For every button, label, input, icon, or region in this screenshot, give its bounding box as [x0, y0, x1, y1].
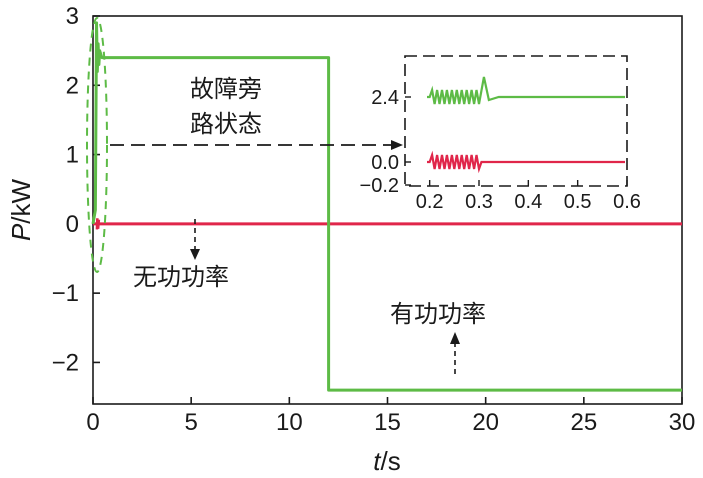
inset-y-tick-label: 0.0: [371, 152, 399, 174]
x-tick-label: 20: [472, 409, 499, 436]
x-tick-label: 30: [669, 409, 696, 436]
inset-x-tick-label: 0.3: [465, 191, 493, 213]
active-power-label: 有功功率: [390, 300, 486, 328]
main-series: [91, 21, 682, 392]
inset-ticks: 0.2 0.3 0.4 0.5 0.6 2.4 0.0−0.2: [360, 87, 641, 213]
inset-x-tick-label: 0.6: [613, 191, 641, 213]
x-tick-label: 0: [86, 409, 99, 436]
y-tick-label: 0: [66, 211, 79, 238]
inset-series: [427, 76, 625, 174]
y-tick-label: 2: [66, 72, 79, 99]
fault-bypass-label: 故障旁路状态: [190, 75, 262, 138]
active-power-line: [91, 21, 682, 392]
y-axis-label: P/kW: [6, 178, 36, 241]
reactive-power-transient: [95, 218, 101, 230]
reactive-power-label: 无功功率: [133, 263, 229, 291]
inset-y-tick-label: 2.4: [371, 87, 399, 109]
inset-x-tick-label: 0.4: [514, 191, 542, 213]
x-tick-label: 10: [276, 409, 303, 436]
active-power-arrowhead: [450, 332, 460, 344]
x-tick-label: 15: [374, 409, 401, 436]
reactive-power-arrowhead: [190, 249, 200, 260]
y-tick-label: −2: [52, 349, 79, 376]
y-tick-label: 3: [66, 3, 79, 30]
y-tick-label: −1: [52, 280, 79, 307]
y-tick-label: 1: [66, 142, 79, 169]
x-axis-label: t/s: [373, 446, 400, 476]
inset-x-tick-label: 0.2: [416, 191, 444, 213]
fault-bypass-arrowhead: [391, 140, 403, 150]
inset-x-tick-label: 0.5: [564, 191, 592, 213]
x-tick-label: 25: [570, 409, 597, 436]
inset-active-power-line: [427, 76, 625, 105]
inset-reactive-power-line: [427, 150, 625, 174]
x-tick-label: 5: [184, 409, 197, 436]
inset-frame: [404, 55, 628, 187]
transient-ellipse: [86, 17, 108, 273]
inset-y-tick-label: −0.2: [360, 175, 399, 197]
